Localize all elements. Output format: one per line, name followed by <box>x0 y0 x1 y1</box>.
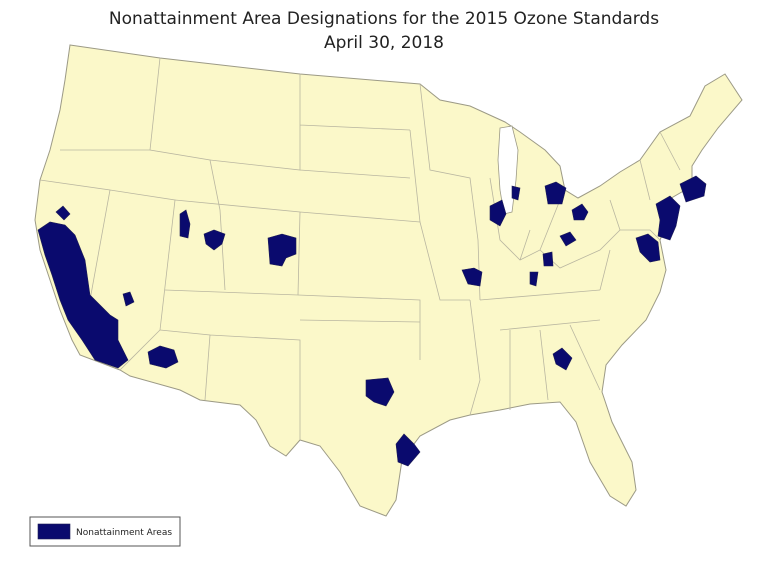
nonattainment-area <box>179 209 191 239</box>
legend: Nonattainment Areas <box>29 516 181 547</box>
nonattainment-area <box>559 231 577 247</box>
map-subtitle: April 30, 2018 <box>324 33 444 53</box>
us-outline <box>34 44 743 517</box>
nonattainment-area <box>544 181 567 205</box>
nonattainment-area <box>55 205 71 221</box>
nonattainment-area <box>542 251 554 267</box>
nonattainment-area <box>267 233 297 267</box>
nonattainment-area <box>37 221 129 369</box>
nonattainment-area <box>679 175 707 203</box>
nonattainment-area <box>461 267 483 287</box>
nonattainment-area <box>203 229 226 251</box>
nonattainment-area <box>489 199 507 227</box>
nonattainment-area <box>395 433 421 467</box>
nonattainment-area <box>635 233 661 263</box>
legend-label: Nonattainment Areas <box>76 528 172 538</box>
nonattainment-area <box>552 347 573 371</box>
map-title: Nonattainment Area Designations for the … <box>109 9 659 29</box>
nonattainment-area <box>571 203 589 221</box>
legend-swatch <box>37 523 71 540</box>
state-lines <box>39 57 681 440</box>
nonattainment-area <box>511 185 521 201</box>
nonattainment-area <box>122 291 135 307</box>
nonattainment-area <box>147 345 179 369</box>
nonattainment-area <box>655 195 681 241</box>
nonattainment-area <box>529 271 539 287</box>
nonattainment-areas <box>37 175 707 467</box>
nonattainment-area <box>365 377 395 407</box>
